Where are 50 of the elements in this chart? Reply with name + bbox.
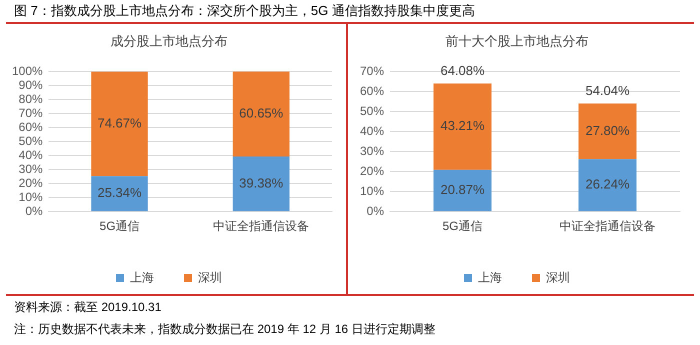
y-tick-label: 90% bbox=[18, 78, 44, 92]
text: 资料来源：截至 2019.10.31 bbox=[13, 299, 162, 316]
y-tick-label: 70% bbox=[18, 106, 44, 120]
total-label: 54.04% bbox=[585, 83, 630, 98]
legend-label: 深圳 bbox=[546, 270, 570, 284]
bar bbox=[232, 72, 290, 156]
chart-title: 成分股上市地点分布 bbox=[110, 33, 228, 48]
x-tick-label: 5G通信 bbox=[442, 219, 483, 234]
data-label: 43.21% bbox=[440, 118, 485, 134]
x-tick-label: 5G通信 bbox=[100, 219, 140, 234]
total-label: 64.08% bbox=[440, 63, 485, 78]
y-tick-label: 50% bbox=[360, 104, 384, 118]
x-tick-label: 中证全指通信设备 bbox=[560, 219, 656, 234]
x-tick-label: 中证全指通信设备 bbox=[213, 219, 310, 234]
y-tick-label: 60% bbox=[18, 120, 44, 134]
chart-title: 前十大个股上市地点分布 bbox=[446, 33, 588, 48]
data-label: 60.65% bbox=[239, 106, 284, 121]
bar bbox=[434, 83, 492, 170]
y-tick-label: 70% bbox=[360, 64, 384, 78]
bar bbox=[578, 104, 637, 160]
y-tick-label: 30% bbox=[18, 162, 44, 176]
bar bbox=[434, 170, 492, 212]
legend-label: 上海 bbox=[478, 270, 502, 284]
data-label: 25.34% bbox=[97, 185, 142, 200]
bar bbox=[91, 176, 148, 212]
data-label: 20.87% bbox=[440, 182, 485, 198]
y-tick-label: 30% bbox=[360, 144, 384, 158]
y-tick-label: 80% bbox=[18, 92, 44, 106]
y-tick-label: 0% bbox=[25, 204, 44, 218]
y-tick-label: 20% bbox=[18, 176, 44, 190]
legend-label: 上海 bbox=[130, 270, 154, 284]
y-tick-label: 10% bbox=[18, 190, 44, 204]
y-tick-label: 50% bbox=[18, 134, 44, 148]
data-label: 39.38% bbox=[239, 175, 284, 190]
bar bbox=[91, 72, 148, 176]
y-tick-label: 60% bbox=[360, 84, 384, 98]
data-label: 26.24% bbox=[585, 176, 630, 192]
y-tick-label: 10% bbox=[360, 184, 384, 198]
y-tick-label: 40% bbox=[360, 124, 384, 138]
caption: 图 7：指数成分股上市地点分布：深交所个股为主，5G 通信指数持股集中度更高 bbox=[13, 2, 476, 20]
bar bbox=[232, 156, 290, 212]
data-label: 74.67% bbox=[97, 115, 142, 130]
legend-label: 深圳 bbox=[198, 270, 222, 284]
y-tick-label: 100% bbox=[12, 64, 44, 78]
text: 注：历史数据不代表未来，指数成分数据已在 2019 年 12 月 16 日进行定期调整 bbox=[13, 321, 436, 338]
y-tick-label: 0% bbox=[366, 204, 384, 218]
y-tick-label: 40% bbox=[18, 148, 44, 162]
bar bbox=[578, 159, 637, 212]
y-tick-label: 20% bbox=[360, 164, 384, 178]
data-label: 27.80% bbox=[585, 122, 630, 138]
